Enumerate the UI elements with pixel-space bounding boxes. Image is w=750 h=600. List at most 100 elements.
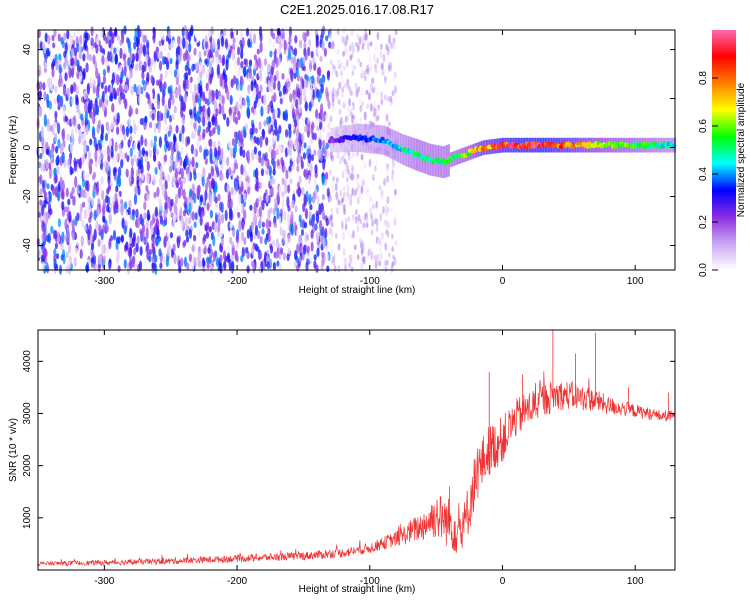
noise-blob [214,115,218,127]
noise-blob [293,221,297,228]
noise-blob [209,153,213,164]
noise-blob [199,61,203,73]
noise-blob [88,46,92,55]
noise-blob [86,172,90,181]
noise-blob [231,241,235,248]
noise-blob [199,260,203,268]
noise-blob [154,206,158,218]
noise-blob [259,251,263,260]
noise-blob [339,120,342,128]
noise-blob [227,198,231,209]
noise-blob [185,157,189,166]
noise-blob [164,180,168,191]
noise-blob [380,91,383,100]
noise-blob [164,69,168,79]
noise-blob [68,210,72,223]
noise-blob [106,65,110,74]
noise-blob [130,176,135,185]
noise-blob [372,112,376,118]
noise-blob [161,94,165,107]
noise-blob [91,197,95,207]
snr-y-label: SNR (10 * v/v) [8,418,19,482]
noise-blob [283,165,287,173]
noise-blob [152,63,156,72]
noise-blob [382,53,386,63]
noise-blob [296,165,300,173]
noise-blob [245,27,250,37]
noise-blob [351,70,355,76]
snr-frame [37,329,676,571]
noise-blob [108,214,112,226]
noise-blob [237,68,241,79]
noise-blob [189,83,193,94]
noise-blob [197,184,201,194]
noise-blob [193,83,197,93]
noise-blob [393,249,397,258]
noise-blob [154,254,158,263]
noise-blob [368,92,371,101]
y-tick-label: 1000 [22,506,33,529]
noise-blob [48,100,53,110]
noise-blob [79,203,83,214]
noise-blob [325,252,329,263]
noise-blob [393,71,397,79]
noise-blob [108,238,112,250]
noise-blob [47,135,51,143]
noise-blob [114,111,118,120]
noise-blob [322,237,326,249]
noise-blob [390,264,394,274]
noise-blob [337,63,341,70]
noise-blob [208,48,212,59]
noise-blob [235,36,240,47]
noise-blob [143,45,147,57]
noise-blob [60,36,64,46]
noise-blob [222,250,227,261]
noise-blob [152,27,156,39]
noise-blob [53,248,57,257]
noise-blob [362,256,366,265]
noise-blob [166,227,170,238]
noise-blob [167,98,172,110]
noise-blob [190,117,194,126]
noise-blob [191,131,195,139]
noise-blob [307,153,312,164]
noise-blob [355,87,358,93]
noise-blob [225,59,229,71]
noise-blob [341,257,345,265]
noise-blob [206,256,210,264]
noise-blob [326,70,331,77]
noise-blob [143,84,147,91]
noise-blob [218,186,222,196]
noise-blob [280,156,284,165]
noise-blob [351,150,355,158]
noise-blob [138,94,142,105]
noise-blob [207,166,211,174]
noise-blob [322,158,326,171]
noise-blob [308,211,312,221]
noise-blob [173,105,177,114]
noise-blob [362,234,365,241]
noise-blob [57,104,61,111]
noise-blob [296,127,300,140]
noise-blob [317,148,321,160]
noise-blob [329,197,333,204]
noise-blob [266,260,270,270]
noise-blob [272,261,276,271]
noise-blob [89,99,93,111]
noise-blob [194,245,198,253]
noise-blob [282,229,286,241]
spectrogram-x-ticks: -300 -200 -100 0 100 [94,30,644,287]
noise-blob [159,214,163,226]
noise-blob [231,260,235,271]
noise-blob [62,87,67,97]
noise-blob [243,209,247,220]
noise-blob [394,85,397,95]
noise-blob [321,251,325,259]
noise-blob [208,195,212,208]
noise-blob [246,265,250,273]
noise-blob [43,247,47,259]
noise-blob [360,68,364,77]
noise-blob [273,118,277,129]
noise-blob [202,128,206,139]
noise-blob [249,231,253,243]
